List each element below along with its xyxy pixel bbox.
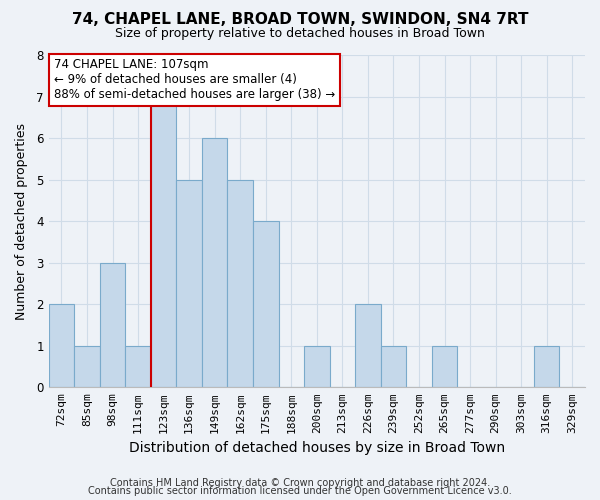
Text: Contains public sector information licensed under the Open Government Licence v3: Contains public sector information licen… (88, 486, 512, 496)
Bar (125, 346, 151, 388)
Bar (304, 346, 329, 388)
Y-axis label: Number of detached properties: Number of detached properties (15, 122, 28, 320)
Bar (253, 221, 278, 388)
Bar (74, 346, 100, 388)
Bar (49, 304, 74, 388)
Bar (151, 96, 176, 388)
Bar (432, 346, 457, 388)
Text: 74 CHAPEL LANE: 107sqm
← 9% of detached houses are smaller (4)
88% of semi-detac: 74 CHAPEL LANE: 107sqm ← 9% of detached … (54, 58, 335, 102)
Bar (227, 180, 253, 388)
Text: Size of property relative to detached houses in Broad Town: Size of property relative to detached ho… (115, 28, 485, 40)
Bar (380, 346, 406, 388)
Text: Contains HM Land Registry data © Crown copyright and database right 2024.: Contains HM Land Registry data © Crown c… (110, 478, 490, 488)
Text: 74, CHAPEL LANE, BROAD TOWN, SWINDON, SN4 7RT: 74, CHAPEL LANE, BROAD TOWN, SWINDON, SN… (72, 12, 528, 28)
X-axis label: Distribution of detached houses by size in Broad Town: Distribution of detached houses by size … (129, 441, 505, 455)
Bar (176, 180, 202, 388)
Bar (355, 304, 380, 388)
Bar (534, 346, 559, 388)
Bar (202, 138, 227, 388)
Bar (100, 262, 125, 388)
